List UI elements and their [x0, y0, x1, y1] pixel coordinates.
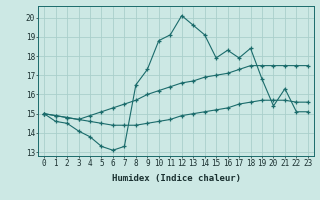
- X-axis label: Humidex (Indice chaleur): Humidex (Indice chaleur): [111, 174, 241, 183]
